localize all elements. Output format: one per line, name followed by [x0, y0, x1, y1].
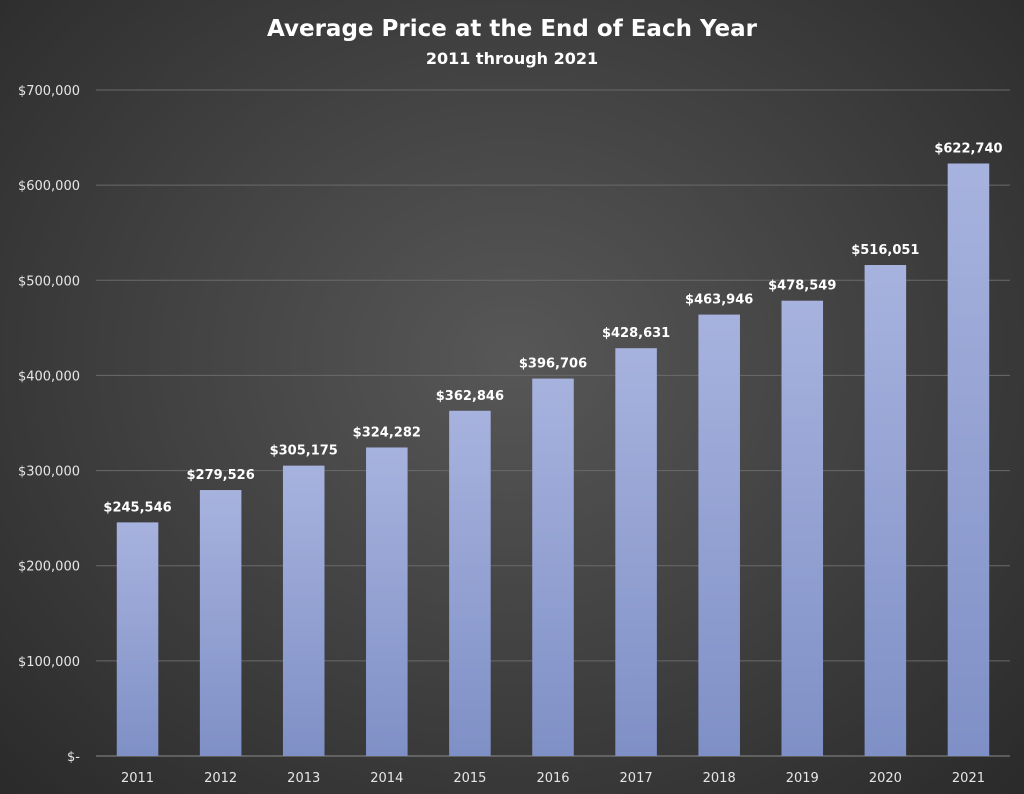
x-tick-label-2014: 2014 — [370, 771, 403, 786]
x-tick-label-2016: 2016 — [536, 771, 569, 786]
bar-2016 — [532, 378, 574, 756]
y-tick-label: $200,000 — [18, 560, 80, 575]
bar-2013 — [282, 465, 325, 756]
data-labels: $245,546 $279,526 $305,175 $324,282 $362,846… — [103, 142, 1002, 516]
y-tick-label: $100,000 — [18, 655, 80, 670]
y-tick-label: $600,000 — [18, 179, 80, 194]
y-tick-label: $700,000 — [18, 84, 80, 99]
bar-2012 — [199, 490, 242, 756]
data-label-2014: $324,282 — [353, 425, 421, 440]
y-axis-ticks: $- $100,000 $200,000 $300,000 $400,000 $500,0… — [18, 84, 80, 765]
data-label-2017: $428,631 — [602, 326, 670, 341]
data-label-2016: $396,706 — [519, 357, 587, 372]
bar-2020 — [864, 265, 907, 756]
x-tick-label-2013: 2013 — [287, 771, 320, 786]
chart-subtitle: 2011 through 2021 — [426, 49, 598, 68]
x-tick-label-2018: 2018 — [703, 771, 736, 786]
data-label-2018: $463,946 — [685, 293, 753, 308]
bar-2018 — [698, 314, 740, 756]
x-tick-label-2019: 2019 — [786, 771, 819, 786]
chart-title: Average Price at the End of Each Year — [267, 16, 758, 42]
bar-2019 — [781, 300, 824, 756]
y-tick-label: $300,000 — [18, 465, 80, 480]
data-label-2019: $478,549 — [768, 279, 836, 294]
y-tick-label: $500,000 — [18, 274, 80, 289]
x-tick-label-2012: 2012 — [204, 771, 237, 786]
bar-2014 — [366, 447, 408, 756]
data-label-2021: $622,740 — [934, 142, 1002, 157]
y-tick-label: $- — [67, 750, 80, 765]
x-tick-label-2011: 2011 — [121, 771, 154, 786]
bar-2015 — [449, 410, 491, 756]
x-tick-label-2015: 2015 — [453, 771, 486, 786]
data-label-2012: $279,526 — [187, 468, 255, 483]
bar-2017 — [615, 348, 657, 756]
x-tick-label-2021: 2021 — [952, 771, 985, 786]
x-tick-label-2017: 2017 — [620, 771, 653, 786]
bar-2021 — [947, 163, 990, 756]
x-axis-ticks: 2011 2012 2013 2014 2015 2016 2017 2018 2019 2020… — [121, 771, 985, 786]
data-label-2015: $362,846 — [436, 389, 504, 404]
data-label-2013: $305,175 — [270, 444, 338, 459]
bars — [116, 163, 990, 756]
data-label-2020: $516,051 — [851, 243, 919, 258]
x-tick-label-2020: 2020 — [869, 771, 902, 786]
y-tick-label: $400,000 — [18, 369, 80, 384]
bar-2011 — [116, 522, 159, 756]
data-label-2011: $245,546 — [103, 500, 171, 515]
